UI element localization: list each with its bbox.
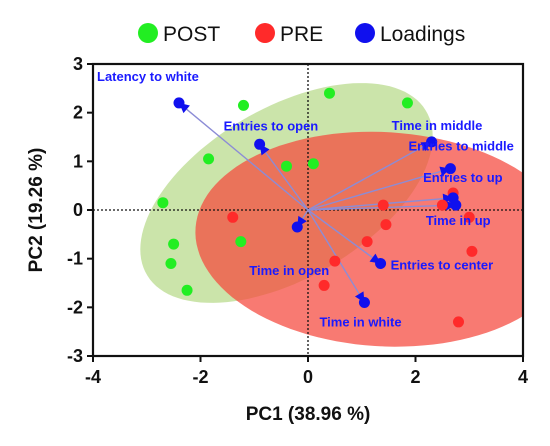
point-pre (227, 211, 239, 223)
point-post (157, 197, 169, 209)
loading-arrow-line (186, 108, 309, 211)
point-post (165, 258, 177, 270)
y-tick-label: 2 (73, 103, 83, 123)
loading-label: Time in middle (392, 118, 483, 133)
loading-arrow-line (307, 204, 446, 211)
point-post (181, 284, 193, 296)
loading-point (358, 296, 370, 308)
y-axis-title: PC2 (19.26 %) (26, 148, 47, 273)
y-tick-label: 3 (73, 54, 83, 74)
loading-label: Entries to middle (408, 139, 513, 154)
loading-labels: Latency to white Entries to open Time in m… (97, 69, 514, 330)
x-tick-label: 4 (518, 367, 528, 387)
loading-label: Entries to open (224, 118, 319, 133)
legend-label-pre: PRE (280, 23, 323, 46)
point-post (401, 97, 413, 109)
point-post (238, 99, 249, 111)
point-post (235, 236, 247, 248)
x-axis-title: PC1 (38.96 %) (246, 404, 371, 425)
y-tick-label: 0 (73, 200, 83, 220)
axis-ticks: -4 -2 0 2 4 3 2 1 0 -1 -2 -3 (67, 54, 528, 387)
point-pre (329, 255, 341, 267)
y-tick-label: -2 (67, 297, 83, 317)
legend-label-post: POST (163, 23, 220, 46)
loading-arrow-line (307, 209, 373, 259)
x-tick-label: -2 (192, 367, 208, 387)
point-pre (463, 211, 475, 223)
loading-point (375, 258, 387, 270)
point-pre (380, 219, 392, 231)
loading-point (450, 199, 462, 211)
loading-arrow-line (307, 209, 360, 295)
legend-marker-post (138, 23, 158, 43)
y-tick-label: -1 (67, 249, 83, 269)
point-pre (466, 245, 478, 257)
point-post (168, 238, 180, 250)
point-post (203, 153, 215, 165)
y-tick-label: -3 (67, 346, 83, 366)
loading-label: Entries to center (391, 258, 494, 273)
x-tick-label: -4 (85, 367, 101, 387)
loading-label: Time in white (319, 314, 401, 329)
legend-label-loadings: Loadings (380, 23, 465, 46)
point-post (324, 87, 335, 99)
point-pre (453, 316, 464, 328)
point-post (307, 158, 319, 170)
loading-point (254, 138, 266, 150)
legend-marker-loadings (355, 23, 375, 43)
x-tick-label: 2 (410, 367, 420, 387)
x-tick-label: 0 (303, 367, 313, 387)
loading-point (291, 221, 303, 233)
loading-arrow-line (307, 197, 444, 211)
ellipse-pre (195, 131, 523, 347)
loading-arrow-line (264, 151, 309, 211)
point-post (281, 160, 292, 172)
score-points (157, 87, 478, 328)
loading-arrow-line (307, 170, 442, 211)
loading-label: Entries to up (423, 170, 503, 185)
point-pre (377, 199, 389, 211)
loading-arrow-line (301, 209, 309, 219)
loading-point (173, 97, 185, 109)
legend-marker-pre (255, 23, 275, 43)
y-tick-label: 1 (73, 151, 83, 171)
point-pre (361, 236, 373, 248)
legend: POST PRE Loadings (138, 23, 465, 46)
loading-point (426, 136, 438, 148)
point-pre (318, 279, 330, 291)
loading-label: Time in open (249, 263, 329, 278)
loading-arrow-line (307, 146, 424, 211)
loading-label: Latency to white (97, 69, 199, 84)
loading-label: Time in up (426, 213, 491, 228)
loading-point (444, 163, 456, 175)
point-pre (436, 199, 448, 211)
